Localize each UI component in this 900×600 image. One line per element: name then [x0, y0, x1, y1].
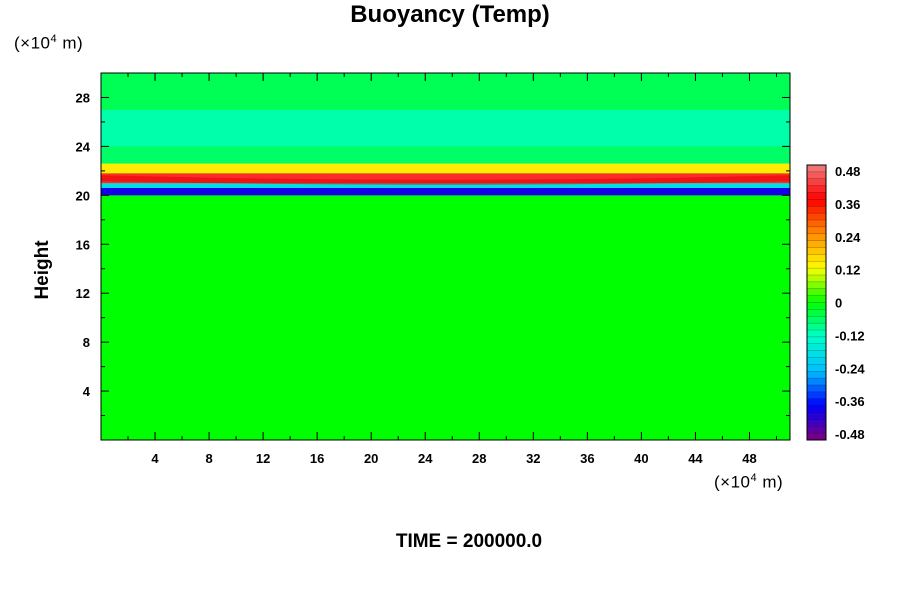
colorbar-swatch: [807, 185, 826, 193]
colorbar-label: -0.12: [835, 328, 865, 343]
x-tick-label: 8: [205, 451, 212, 466]
colorbar-swatch: [807, 426, 826, 434]
colorbar-swatch: [807, 433, 826, 441]
y-tick-label: 12: [76, 286, 90, 301]
colorbar-swatch: [807, 316, 826, 324]
colorbar-swatch: [807, 199, 826, 207]
colorbar-label: 0: [835, 296, 842, 311]
colorbar-swatch: [807, 323, 826, 331]
x-tick-label: 4: [151, 451, 159, 466]
colorbar-swatch: [807, 295, 826, 303]
field-band: [101, 187, 790, 196]
colorbar-swatch: [807, 350, 826, 358]
field-band: [101, 163, 790, 174]
colorbar-swatch: [807, 309, 826, 317]
y-tick-label: 8: [83, 335, 90, 350]
colorbar-swatch: [807, 192, 826, 200]
x-tick-label: 20: [364, 451, 378, 466]
colorbar-swatch: [807, 419, 826, 427]
x-tick-label: 32: [526, 451, 540, 466]
y-axis-unit: (×104 m): [14, 33, 84, 53]
colorbar-swatch: [807, 261, 826, 269]
colorbar-label: 0.12: [835, 263, 860, 278]
colorbar-swatch: [807, 233, 826, 242]
field-band: [101, 73, 790, 110]
x-axis-unit: (×104 m): [714, 472, 784, 492]
colorbar-swatch: [807, 171, 826, 180]
colorbar-swatch: [807, 343, 826, 352]
colorbar-swatch: [807, 330, 826, 338]
colorbar-label: -0.36: [835, 394, 865, 409]
x-tick-label: 48: [742, 451, 756, 466]
colorbar-swatch: [807, 254, 826, 262]
colorbar-swatch: [807, 357, 826, 365]
colorbar-label: 0.36: [835, 197, 860, 212]
x-tick-label: 24: [418, 451, 433, 466]
colorbar-label: 0.24: [835, 230, 861, 245]
y-tick-label: 24: [76, 139, 91, 154]
colorbar-swatch: [807, 268, 826, 276]
colorbar-swatch: [807, 378, 826, 386]
y-tick-label: 16: [76, 237, 90, 252]
colorbar-swatch: [807, 220, 826, 228]
x-tick-label: 28: [472, 451, 486, 466]
colorbar-label: -0.48: [835, 427, 865, 442]
colorbar-swatch: [807, 385, 826, 393]
x-tick-label: 12: [256, 451, 270, 466]
colorbar-swatch: [807, 275, 826, 283]
x-tick-label: 44: [688, 451, 703, 466]
colorbar-swatch: [807, 398, 826, 407]
plot-frame: [100, 72, 791, 441]
colorbar-swatch: [807, 391, 826, 400]
x-tick-label: 40: [634, 451, 648, 466]
colorbar-swatch: [807, 165, 826, 173]
y-tick-label: 28: [76, 90, 90, 105]
colorbar-swatch: [807, 213, 826, 221]
x-tick-label: 16: [310, 451, 324, 466]
heatmap-field: [101, 73, 790, 440]
colorbar: 0.48 0.36 0.24 0.12 0 -0.12 -0.24 -0.36 -0.48: [806, 164, 865, 442]
field-band: [101, 109, 790, 147]
colorbar-swatch: [807, 364, 826, 372]
y-tick-label: 4: [83, 384, 91, 399]
colorbar-swatch: [807, 247, 826, 255]
colorbar-swatch: [807, 226, 826, 235]
colorbar-swatch: [807, 412, 826, 420]
colorbar-label: -0.24: [835, 361, 865, 376]
field-band: [101, 183, 790, 188]
colorbar-frame: [806, 164, 827, 441]
chart-title: Buoyancy (Temp): [350, 1, 550, 28]
colorbar-swatch: [807, 288, 826, 297]
colorbar-swatch: [807, 371, 826, 379]
colorbar-swatch: [807, 405, 826, 413]
colorbar-swatch: [807, 302, 826, 310]
colorbar-swatch: [807, 281, 826, 290]
colorbar-swatch: [807, 240, 826, 248]
time-label: TIME = 200000.0: [395, 531, 543, 552]
colorbar-swatch: [807, 336, 826, 345]
colorbar-swatch: [807, 206, 826, 214]
y-tick-label: 20: [76, 188, 90, 203]
field-band-highlight: [101, 175, 790, 185]
field-band: [101, 146, 790, 164]
field-band: [101, 173, 790, 184]
colorbar-label: 0.48: [835, 164, 860, 179]
colorbar-swatch: [807, 178, 826, 187]
x-tick-label: 36: [580, 451, 594, 466]
